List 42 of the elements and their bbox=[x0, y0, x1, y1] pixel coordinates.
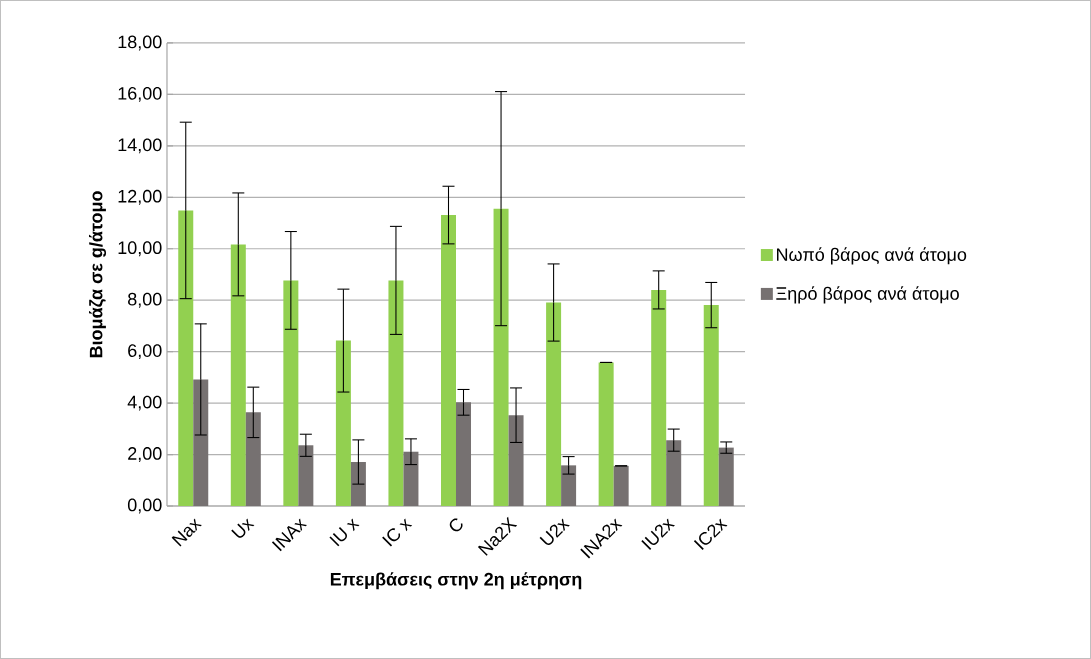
legend-label: Ξηρό βάρος ανά άτομο bbox=[776, 286, 959, 304]
x-tick-label: IU x bbox=[329, 518, 360, 547]
legend-label: Νωπό βάρος ανά άτομο bbox=[777, 247, 967, 265]
bar bbox=[178, 210, 194, 507]
x-tick-label: U2x bbox=[539, 518, 570, 545]
bar bbox=[493, 208, 509, 507]
y-tick-label: 16,00 bbox=[118, 86, 162, 102]
y-tick-label: 12,00 bbox=[118, 189, 162, 205]
x-tick-label: IC x bbox=[382, 518, 413, 547]
y-tick-label: 0,00 bbox=[127, 498, 162, 514]
bar bbox=[561, 465, 577, 507]
bar bbox=[335, 340, 351, 507]
bar bbox=[703, 305, 719, 507]
bar bbox=[651, 289, 667, 507]
bar bbox=[388, 280, 404, 507]
x-tick-label: Ux bbox=[231, 518, 255, 538]
y-tick-label: 2,00 bbox=[128, 447, 162, 462]
bar bbox=[245, 412, 261, 507]
bar bbox=[403, 451, 419, 507]
x-tick-label: C bbox=[449, 518, 463, 532]
x-tick-label: Nax bbox=[171, 518, 202, 547]
bar bbox=[230, 244, 246, 507]
y-tick-label: 4,00 bbox=[127, 395, 162, 411]
bar bbox=[508, 415, 524, 507]
bar bbox=[441, 215, 456, 507]
bar bbox=[350, 462, 366, 507]
y-axis-title: Βιομάζα σε g/άτομο bbox=[88, 191, 107, 358]
bar bbox=[598, 362, 614, 507]
bar bbox=[456, 402, 471, 507]
bar bbox=[666, 440, 682, 507]
bar bbox=[193, 379, 209, 507]
y-tick-label: 6,00 bbox=[128, 344, 162, 360]
bar bbox=[718, 447, 734, 507]
bar bbox=[613, 465, 629, 507]
y-tick-label: 14,00 bbox=[118, 138, 162, 154]
y-tick-label: 8,00 bbox=[128, 292, 162, 308]
bar bbox=[283, 280, 299, 507]
y-tick-label: 18,00 bbox=[118, 35, 162, 51]
bar bbox=[546, 302, 562, 507]
bar bbox=[298, 445, 314, 507]
y-tick-label: 10,00 bbox=[118, 241, 162, 257]
x-axis-title: Επεμβάσεις στην 2η μέτρηση bbox=[330, 572, 582, 590]
